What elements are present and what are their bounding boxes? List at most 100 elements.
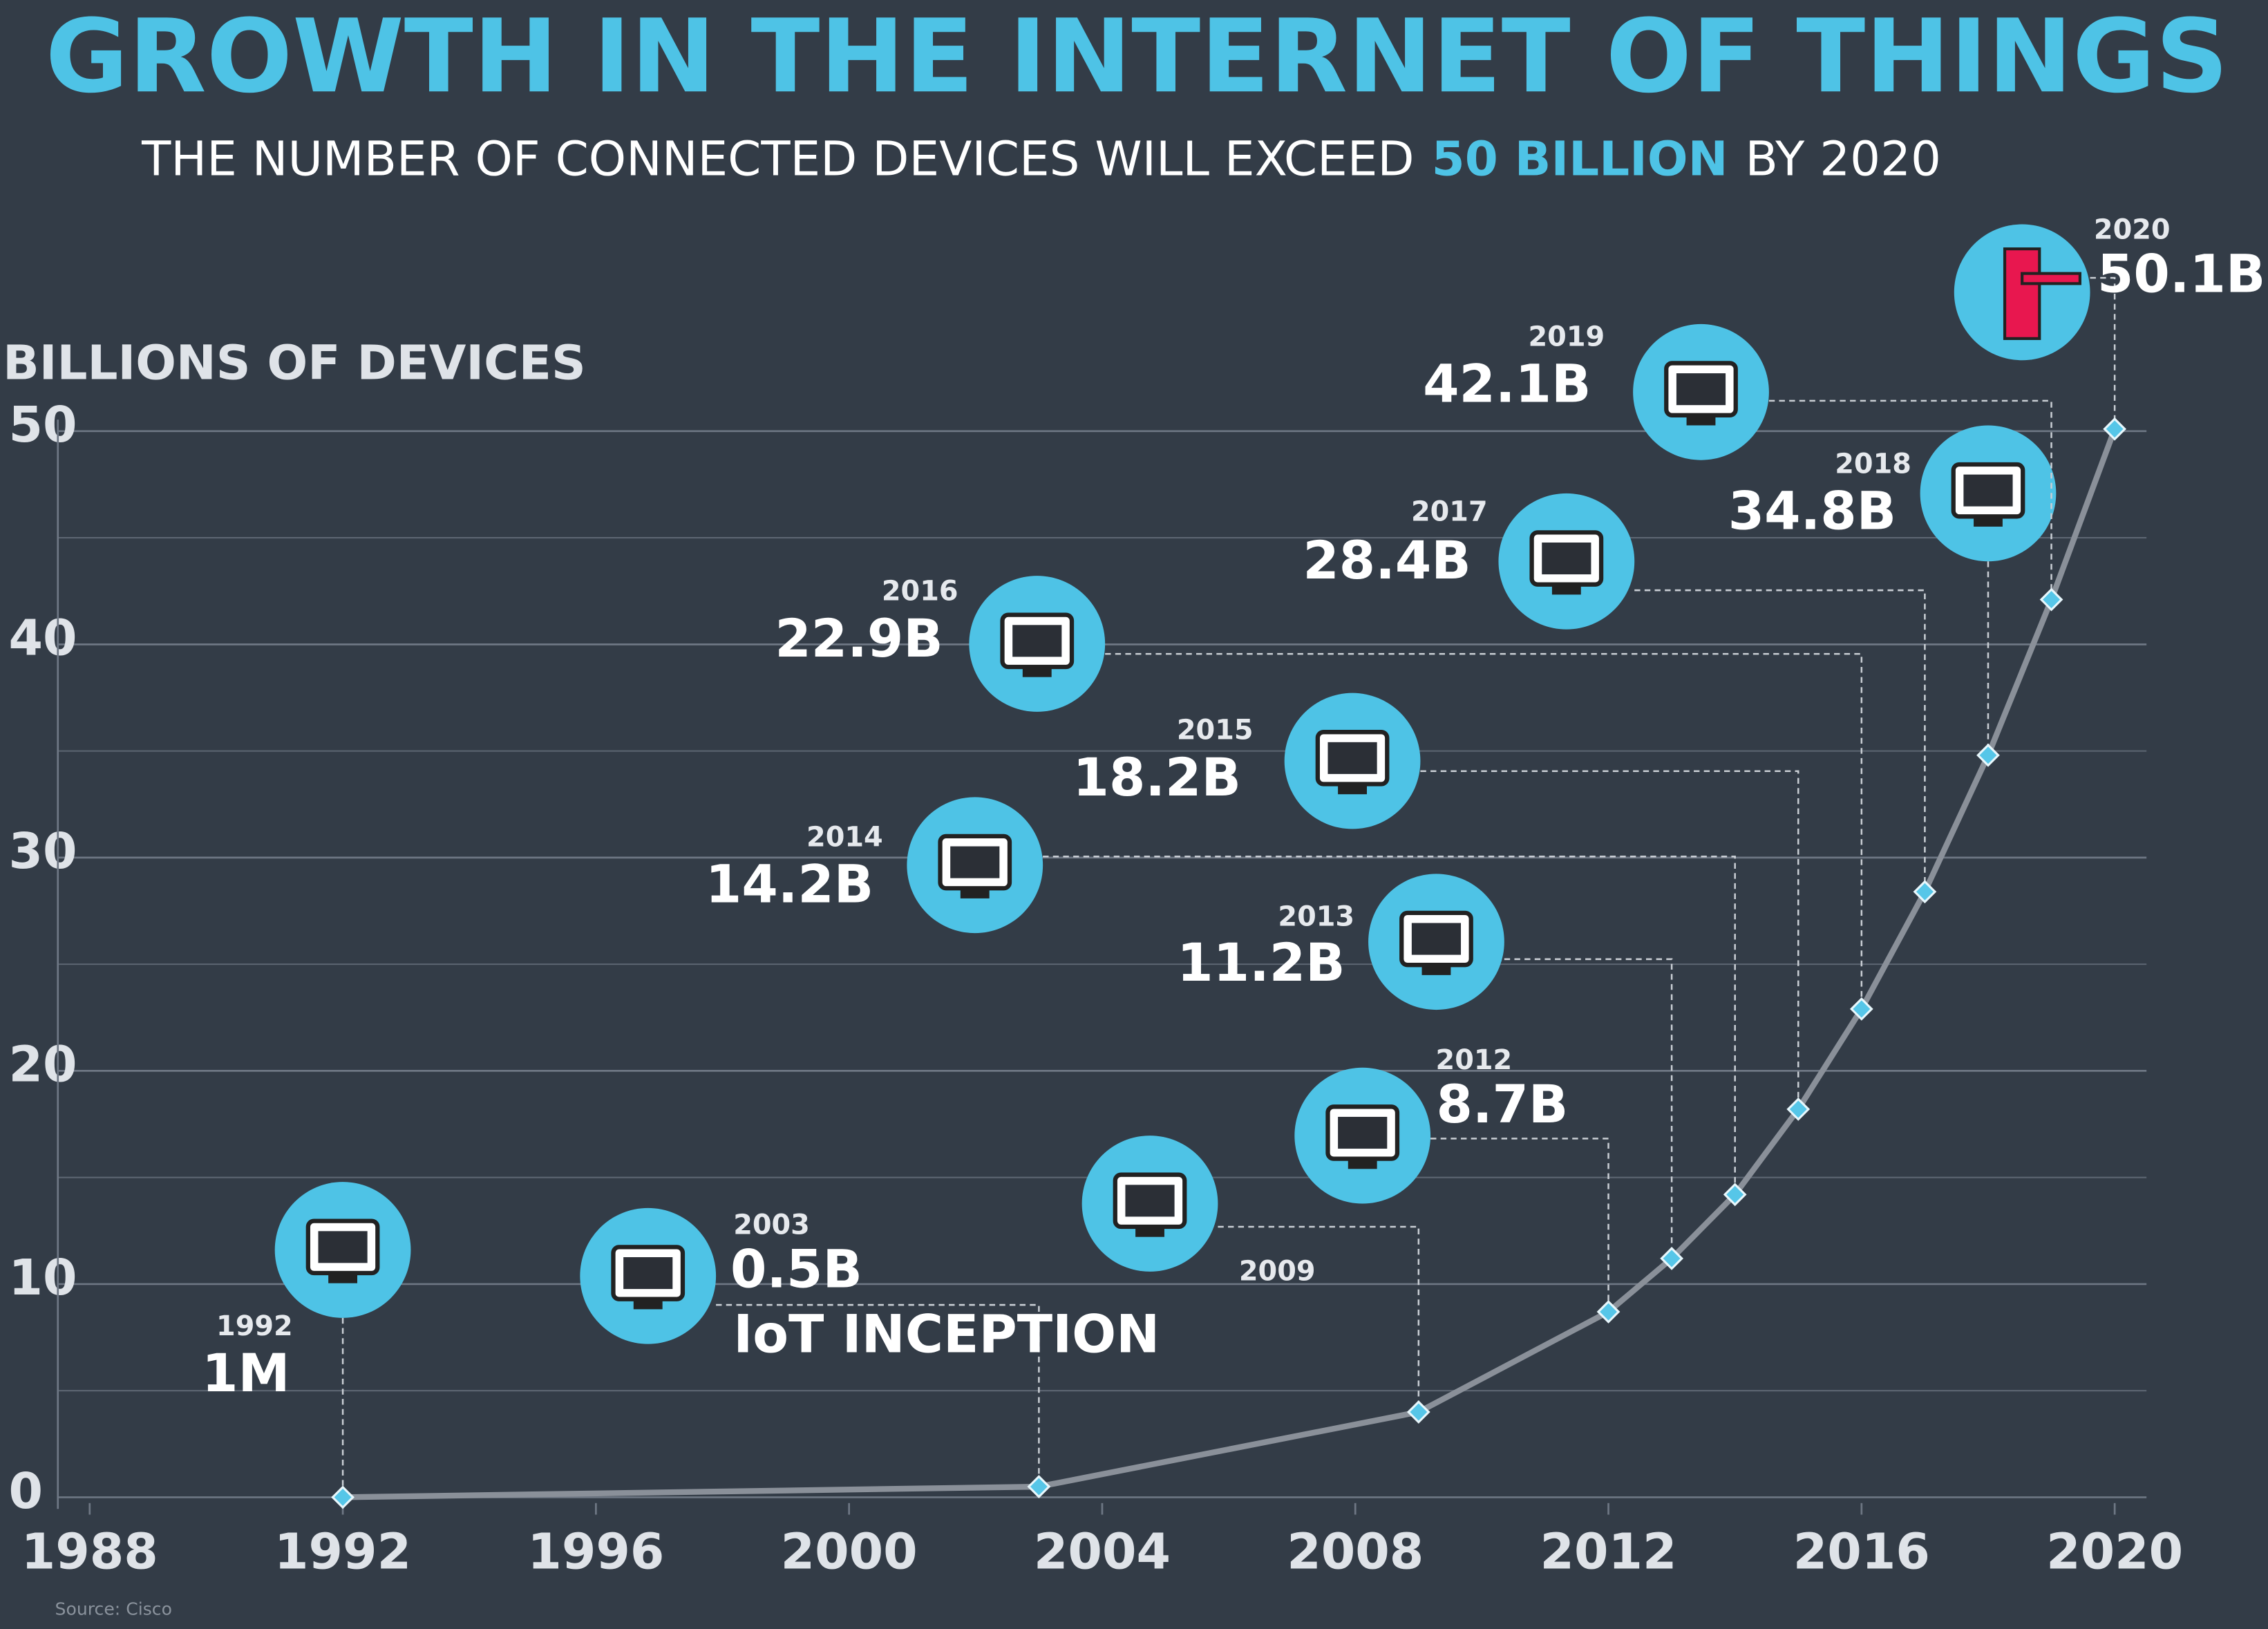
chart-title: GROWTH IN THE INTERNET OF THINGS <box>46 0 2229 115</box>
year-label: 2003 <box>733 1209 810 1241</box>
connector <box>1504 958 1673 1259</box>
y-tick-label: 50 <box>9 396 77 453</box>
data-point <box>1786 1098 1811 1121</box>
device-icon <box>1399 910 1473 975</box>
year-label: 2018 <box>1835 449 1911 480</box>
data-point <box>1660 1247 1683 1270</box>
data-point <box>331 1485 355 1509</box>
value-label: 14.2B <box>706 854 873 915</box>
icon-shape <box>623 1256 673 1290</box>
icon-shape <box>1022 668 1052 677</box>
data-point <box>1976 743 2000 767</box>
device-icon <box>305 1218 380 1283</box>
y-tick-label: 40 <box>9 610 77 667</box>
x-tick-label: 2000 <box>781 1523 918 1581</box>
device-icon <box>938 834 1012 898</box>
year-label: 2016 <box>882 576 958 608</box>
connector <box>1218 1225 1420 1413</box>
icon-shape <box>1125 1185 1175 1217</box>
icon-shape <box>1421 966 1451 975</box>
icon-shape <box>2021 272 2081 285</box>
source-note: Source: Cisco <box>55 1599 172 1619</box>
data-point <box>2103 417 2127 441</box>
device-icon <box>2003 247 2081 340</box>
connector <box>1043 855 1736 1195</box>
connector <box>1105 652 1863 1009</box>
x-tick-label: 1988 <box>21 1523 158 1581</box>
data-point <box>1027 1475 1051 1498</box>
year-label: 2013 <box>1278 901 1354 933</box>
value-label: 28.4B <box>1303 530 1471 591</box>
x-tick-label: 2020 <box>2046 1523 2183 1581</box>
y-tick-label: 10 <box>9 1249 77 1306</box>
value-label: 8.7B <box>1436 1074 1568 1135</box>
icon-shape <box>1135 1228 1164 1237</box>
year-label: 2020 <box>2094 214 2171 245</box>
y-axis-label: BILLIONS OF DEVICES <box>3 336 586 391</box>
connector <box>1768 399 2052 600</box>
device-icon <box>1664 361 1738 426</box>
icon-shape <box>1327 742 1377 774</box>
x-tick-label: 2016 <box>1793 1523 1930 1581</box>
annotation: IoT INCEPTION <box>733 1304 1160 1365</box>
value-label: 42.1B <box>1423 354 1591 415</box>
device-icon <box>1000 612 1075 677</box>
x-tick-label: 2012 <box>1540 1523 1677 1581</box>
icon-shape <box>1012 625 1062 657</box>
icon-shape <box>2003 247 2041 340</box>
subtitle-end: BY 2020 <box>1745 132 1941 187</box>
icon-shape <box>328 1274 357 1283</box>
data-point <box>1596 1300 1620 1324</box>
value-label: 22.9B <box>775 608 943 669</box>
connector <box>1420 770 1799 1109</box>
icon-shape <box>1348 1160 1377 1169</box>
device-icon <box>1951 462 2025 527</box>
data-point <box>1849 997 1873 1021</box>
x-tick-label: 1996 <box>527 1523 664 1581</box>
icon-shape <box>1338 785 1367 795</box>
year-label: 2012 <box>1436 1044 1513 1076</box>
year-label: 1992 <box>216 1310 293 1342</box>
year-label: 2009 <box>1239 1256 1316 1288</box>
value-label: 34.8B <box>1728 481 1896 542</box>
device-icon <box>1325 1104 1400 1169</box>
icon-shape <box>1686 416 1716 426</box>
icon-shape <box>318 1231 368 1263</box>
device-icon <box>611 1245 686 1310</box>
icon-shape <box>1551 585 1581 595</box>
data-point <box>2039 587 2063 612</box>
icon-shape <box>1963 474 2013 507</box>
chart-subtitle: THE NUMBER OF CONNECTED DEVICES WILL EXC… <box>141 132 1941 187</box>
connector <box>1430 1138 1609 1312</box>
value-label: 1M <box>202 1343 290 1404</box>
year-label: 2017 <box>1411 496 1488 528</box>
value-label: 11.2B <box>1177 932 1345 993</box>
icon-shape <box>1411 923 1462 955</box>
value-label: 0.5B <box>730 1239 862 1300</box>
x-tick-label: 1992 <box>274 1523 411 1581</box>
year-label: 2014 <box>806 822 883 854</box>
icon-shape <box>1542 542 1591 575</box>
year-label: 2015 <box>1177 715 1254 746</box>
y-tick-label: 30 <box>9 822 77 880</box>
icon-shape <box>960 889 990 898</box>
icon-shape <box>633 1300 663 1310</box>
value-label: 18.2B <box>1073 747 1241 808</box>
data-point <box>1913 880 1937 904</box>
data-point <box>1406 1400 1430 1424</box>
connector <box>2090 276 2116 429</box>
device-icon <box>1113 1172 1187 1237</box>
x-tick-label: 2004 <box>1034 1523 1171 1581</box>
icon-shape <box>1676 373 1726 406</box>
icon-shape <box>1974 518 2003 527</box>
device-icon <box>1529 530 1604 595</box>
device-icon <box>1315 730 1390 795</box>
connector <box>1634 589 1926 892</box>
subtitle-highlight: 50 BILLION <box>1432 132 1728 187</box>
icon-shape <box>1338 1116 1388 1149</box>
icon-shape <box>950 846 1000 878</box>
year-label: 2019 <box>1529 321 1605 352</box>
subtitle-start: THE NUMBER OF CONNECTED DEVICES WILL EXC… <box>141 132 1414 187</box>
